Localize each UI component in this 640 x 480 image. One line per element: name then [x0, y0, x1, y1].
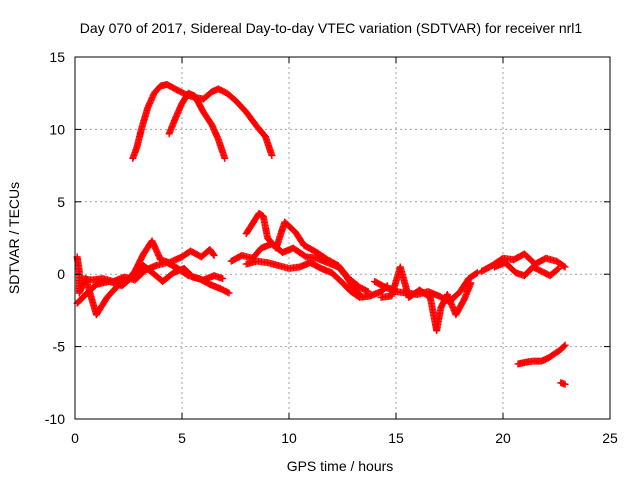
y-tick-label: 0	[57, 266, 65, 282]
data-point-marker	[554, 265, 562, 273]
x-tick-label: 10	[281, 430, 297, 446]
data-point-marker	[560, 342, 568, 350]
series-arc-l	[490, 259, 563, 280]
x-tick-label: 0	[71, 430, 79, 446]
data-point-marker	[224, 288, 232, 296]
data-points	[73, 81, 569, 388]
data-point-marker	[473, 269, 481, 277]
data-point-marker	[561, 263, 569, 271]
series-arc-m	[514, 341, 569, 368]
x-tick-label: 15	[388, 430, 404, 446]
data-point-marker	[472, 270, 480, 278]
chart-title: Day 070 of 2017, Sidereal Day-to-day VTE…	[80, 20, 583, 36]
data-point-marker	[225, 289, 233, 297]
series-arc-b	[165, 89, 229, 162]
series-arc-a	[129, 81, 276, 162]
y-tick-label: -5	[53, 339, 66, 355]
plot-frame	[74, 56, 611, 420]
series-arc-n	[557, 379, 569, 388]
data-point-marker	[560, 262, 568, 270]
data-point-marker	[209, 250, 217, 258]
data-point-marker	[221, 154, 229, 162]
y-tick-label: 10	[49, 121, 65, 137]
y-tick-label: -10	[45, 411, 65, 427]
x-tick-label: 5	[178, 430, 186, 446]
series-arc-e	[73, 262, 227, 307]
data-point-marker	[268, 151, 276, 159]
x-axis-label: GPS time / hours	[287, 458, 394, 474]
data-point-marker	[555, 264, 563, 272]
data-point-marker	[467, 279, 475, 287]
x-tick-label: 20	[495, 430, 511, 446]
y-tick-label: 5	[57, 194, 65, 210]
data-point-marker	[210, 251, 218, 259]
data-point-marker	[561, 341, 569, 349]
y-tick-label: 15	[49, 49, 65, 65]
axis-ticks: 0 5 10 15 20 25 -10 -5 0 5 10 15	[45, 49, 618, 446]
data-point-marker	[219, 275, 227, 283]
series-arc-g	[242, 209, 372, 296]
series-arc-j	[377, 263, 475, 335]
series-arc-k	[478, 250, 569, 275]
x-tick-label: 25	[602, 430, 618, 446]
series-arc-h	[242, 257, 391, 301]
data-point-marker	[561, 380, 569, 388]
y-axis-label: SDTVAR / TECUs	[6, 182, 22, 294]
